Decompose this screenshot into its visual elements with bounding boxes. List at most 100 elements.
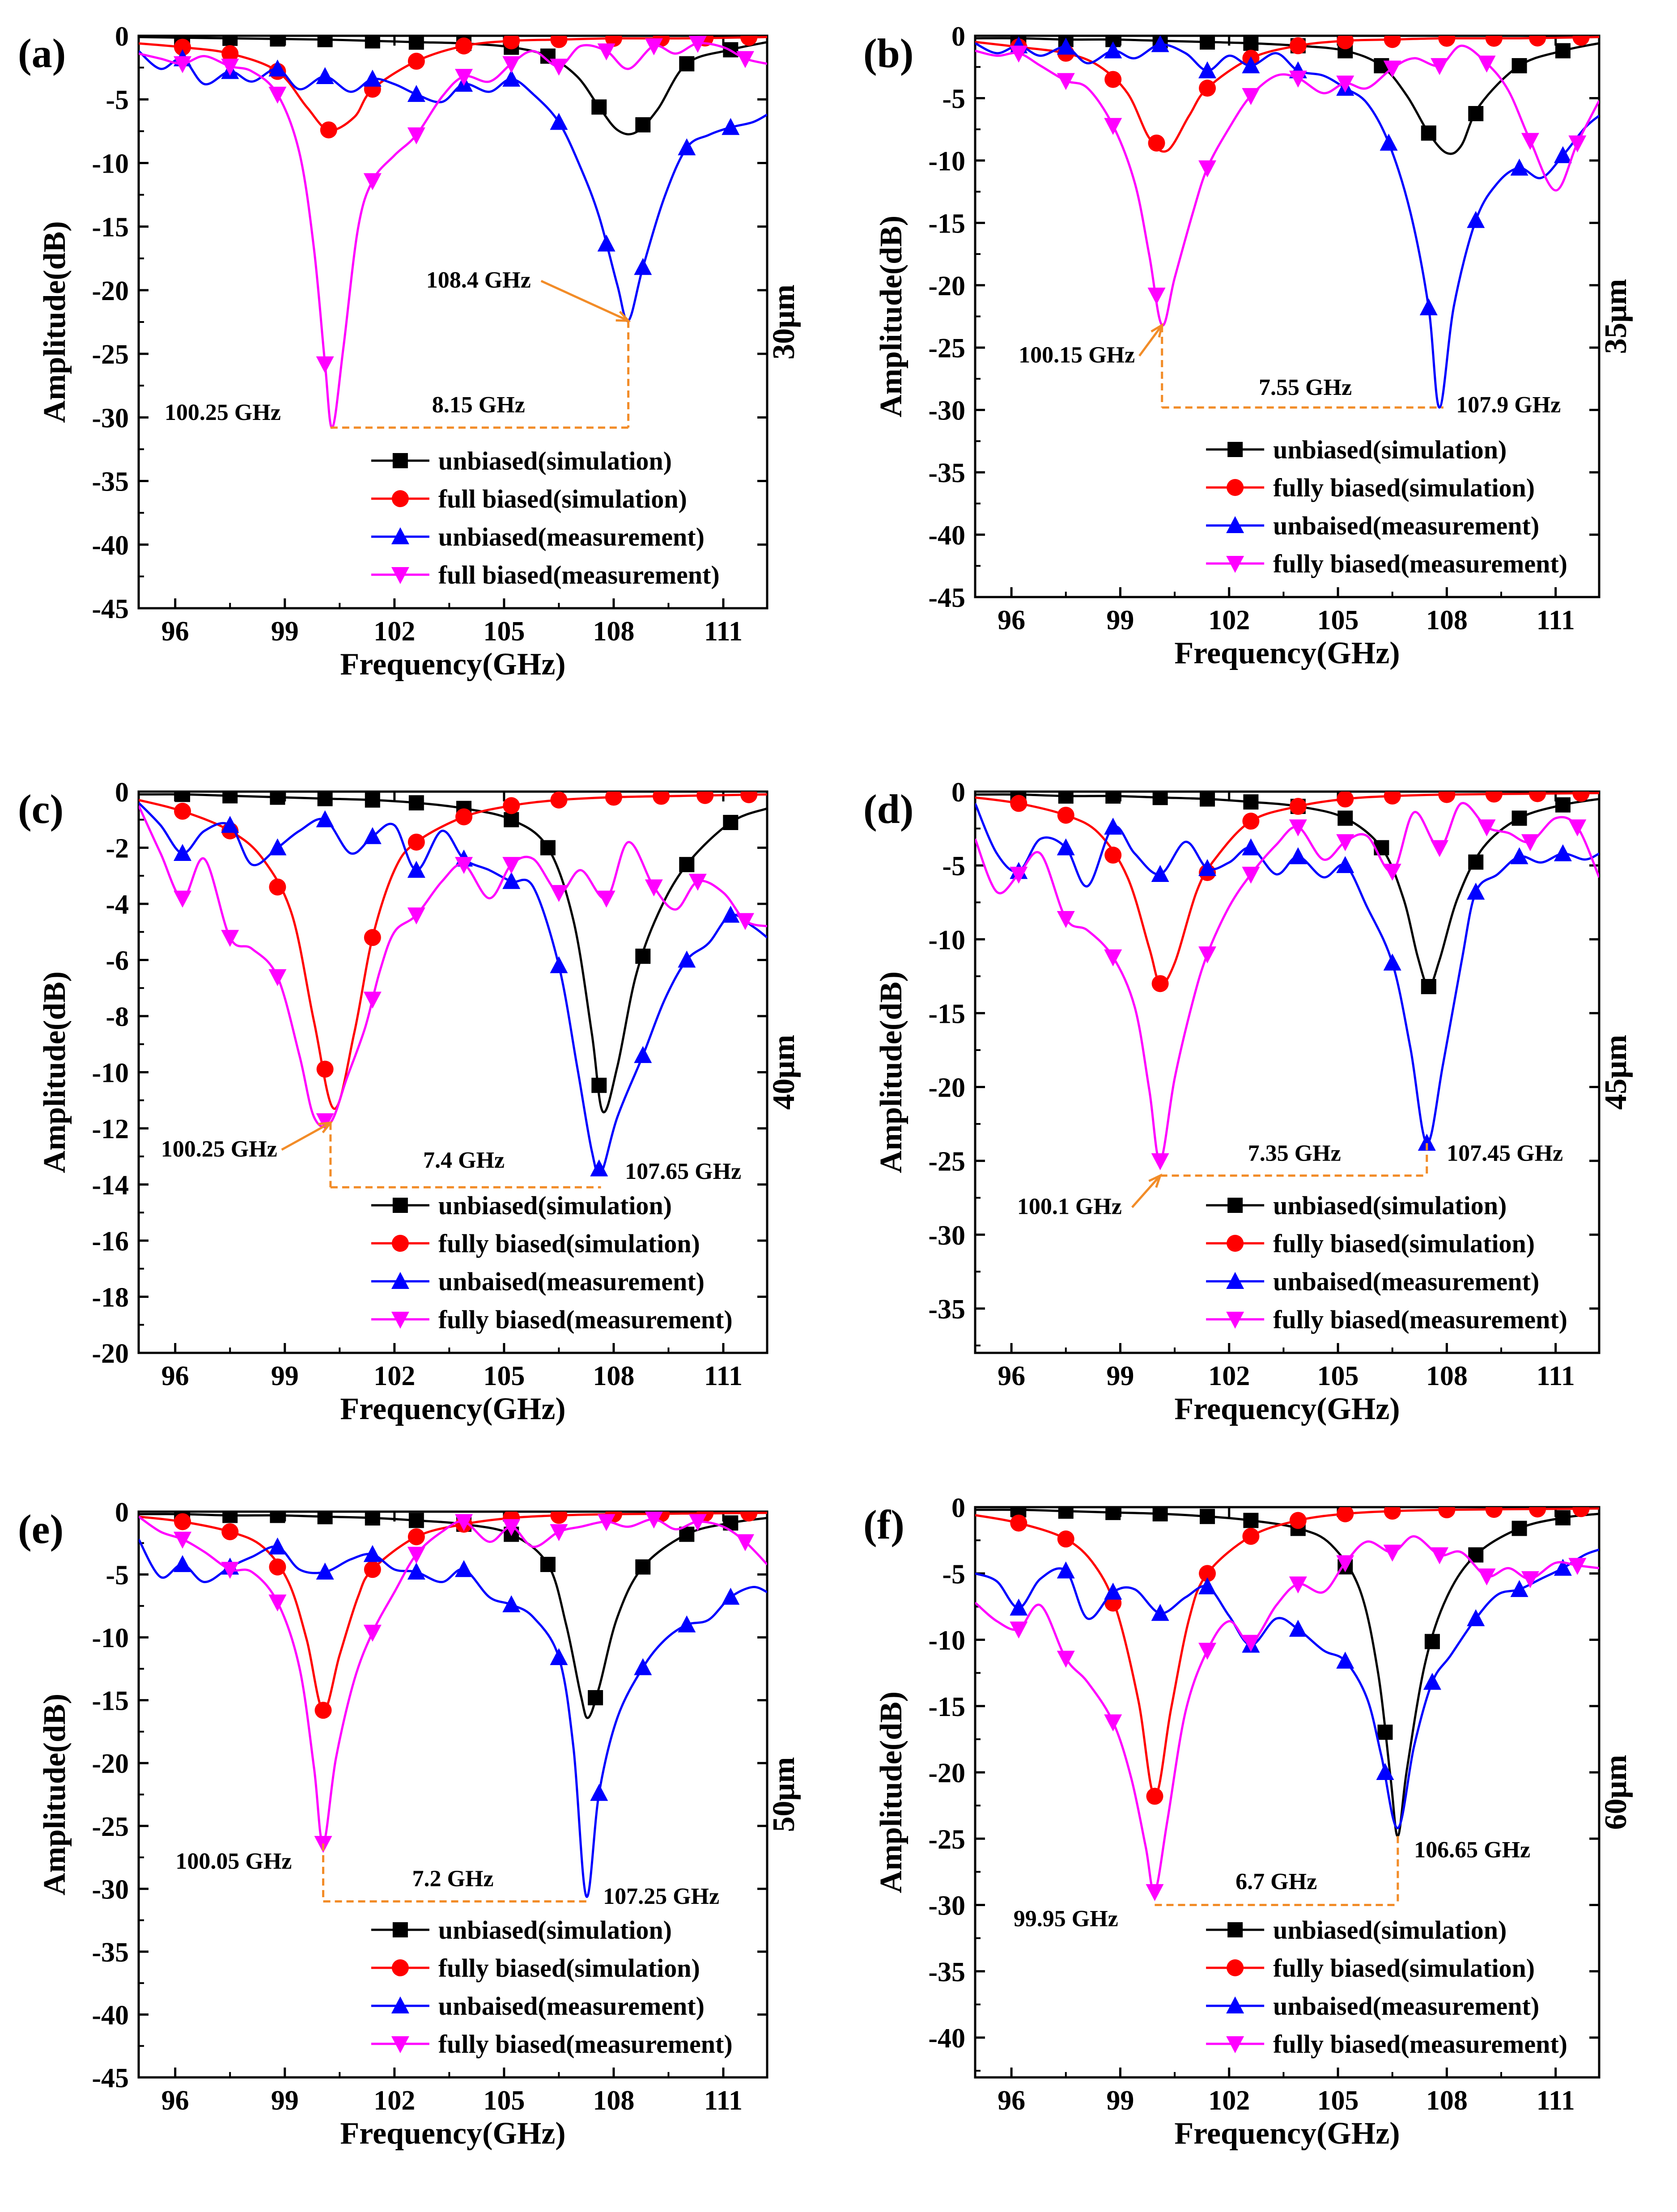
legend-entry: fully biased(simulation) [1273,473,1535,502]
marker-biased_meas [502,857,521,874]
panel-label: (b) [863,30,913,76]
marker-unbiased_meas [1554,1559,1572,1576]
x-tick-label: 96 [161,2085,189,2116]
marker-unbiased_meas [1198,1577,1217,1594]
panel-label: (e) [18,1506,64,1552]
marker-unbiased_meas [268,1537,287,1555]
panel-label: (c) [18,786,64,832]
legend-marker [1227,479,1244,496]
marker-biased_meas [1104,1714,1122,1732]
x-axis-title: Frequency(GHz) [340,1392,565,1426]
legend-marker [391,1235,409,1252]
gap-label: 6.7 GHz [1235,1869,1317,1894]
marker-biased_meas [550,1524,568,1541]
marker-unbiased_sim [1377,1725,1393,1740]
marker-unbiased_meas [363,69,382,87]
x-tick-label: 108 [593,616,634,647]
gap-label: 7.4 GHz [423,1148,505,1173]
marker-unbiased_meas [174,1555,192,1572]
marker-unbiased_sim [1058,1507,1074,1519]
marker-unbiased_sim [679,857,695,873]
series-line-unbiased_sim [139,793,767,1114]
series-line-biased_meas [975,44,1599,326]
y-tick-label: -5 [106,85,129,115]
y-tick-label: -15 [928,999,965,1029]
x-tick-label: 102 [374,616,415,647]
marker-unbiased_sim [408,36,424,50]
marker-biased_meas [645,1512,663,1529]
marker-biased_sim [1572,1507,1590,1517]
marker-unbiased_sim [317,792,333,806]
marker-biased_sim [1384,1507,1401,1520]
marker-biased_meas [736,1534,754,1551]
legend-marker [1226,1272,1244,1289]
series-line-biased_meas [139,805,767,1128]
marker-unbiased_meas [407,1562,425,1580]
legend-marker [391,2036,409,2053]
y-tick-label: -20 [928,1073,965,1103]
marker-biased_meas [174,56,192,73]
marker-biased_sim [1289,798,1307,815]
marker-unbiased_sim [1421,125,1436,141]
marker-unbiased_sim [540,1557,556,1572]
series-line-unbiased_meas [139,802,767,1176]
marker-unbiased_meas [634,1658,652,1675]
y-tick-label: -30 [928,1891,965,1921]
y-tick-label: -10 [92,148,129,179]
marker-biased_sim [1104,71,1122,88]
legend-marker [391,1996,409,2013]
marker-unbiased_meas [316,67,334,85]
marker-unbiased_sim [540,840,556,856]
legend: unbiased(simulation) fully biased(simulat… [1206,1915,1567,2059]
marker-unbiased_meas [1419,298,1438,315]
marker-biased_meas [1477,819,1496,837]
marker-unbiased_meas [590,1159,608,1177]
marker-unbiased_sim [1337,810,1353,826]
marker-biased_meas [502,1519,521,1536]
y-tick-label: -15 [928,208,965,239]
y-axis-title: Amplitude(dB) [874,1691,909,1893]
marker-unbiased_meas [1510,158,1528,176]
x-tick-label: 99 [271,1361,299,1391]
marker-biased_meas [1010,866,1028,884]
marker-unbiased_meas [1104,41,1122,59]
y-tick-label: -40 [92,2000,129,2030]
side-label: 45μm [1599,1035,1633,1110]
marker-biased_meas [1383,60,1401,78]
marker-unbiased_sim [222,1512,238,1523]
y-tick-label: -30 [92,1874,129,1905]
legend: unbiased(simulation) fully biased(simulat… [1206,1191,1567,1334]
y-tick-label: -30 [928,396,965,426]
marker-biased_meas [1477,1568,1496,1586]
marker-unbiased_sim [365,1512,380,1526]
legend-entry: fully biased(simulation) [438,1229,700,1258]
marker-unbiased_sim [1555,43,1571,59]
marker-unbiased_sim [1511,1521,1527,1536]
marker-unbiased_sim [222,792,238,804]
legend-entry: unbiased(simulation) [1273,435,1507,464]
marker-biased_sim [550,792,568,809]
marker-biased_sim [1485,792,1503,803]
panel-label: (f) [863,1502,904,1547]
marker-unbiased_meas [1010,1598,1028,1616]
marker-biased_meas [1568,819,1587,837]
y-tick-label: 0 [951,1493,965,1523]
marker-unbiased_meas [678,138,696,156]
marker-biased_sim [221,45,239,62]
legend-entry: unbiased(simulation) [1273,1191,1507,1220]
resonance-label: 100.15 GHz [1019,343,1135,368]
marker-unbiased_sim [270,36,285,47]
marker-unbiased_meas [1467,1609,1485,1627]
gap-label: 7.55 GHz [1259,375,1352,400]
frequency-gap-bracket [1160,1143,1428,1177]
marker-unbiased_meas [1510,847,1528,864]
x-tick-label: 105 [483,616,525,647]
arrow-head [318,1121,333,1134]
marker-biased_meas [1431,1547,1449,1564]
x-tick-label: 96 [998,2085,1025,2116]
marker-unbiased_meas [1104,1582,1122,1600]
marker-biased_meas [1010,1621,1028,1639]
legend-entry: fully biased(simulation) [1273,1954,1535,1983]
legend-entry: unbiased(simulation) [438,1915,672,1945]
